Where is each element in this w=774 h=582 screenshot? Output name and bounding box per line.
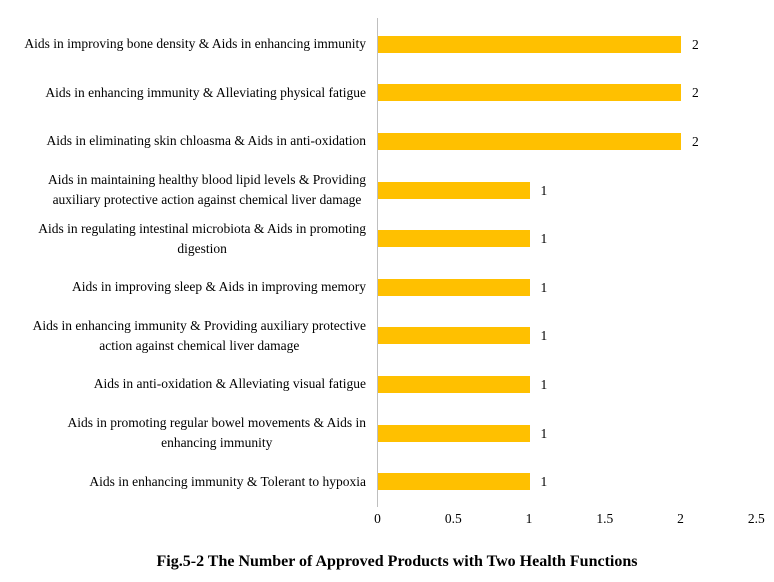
category-label-text: Aids in enhancing immunity & Alleviating… [45, 84, 366, 100]
category-label-text: Aids in enhancing immunity & Tolerant to… [89, 473, 366, 489]
bar [378, 376, 530, 393]
bar [378, 181, 530, 199]
category-label: Aids in enhancing immunity & Providing a… [0, 312, 366, 361]
bar [378, 473, 530, 491]
bar-value-label: 2 [692, 36, 699, 52]
bar [378, 278, 530, 296]
x-tick-label: 1.5 [596, 511, 614, 526]
category-label: Aids in enhancing immunity & Alleviating… [0, 69, 366, 118]
category-label: Aids in improving bone density & Aids in… [0, 20, 366, 69]
bar [378, 230, 530, 248]
x-tick-label: 1 [525, 511, 533, 526]
bar [378, 424, 530, 442]
category-label: Aids in anti-oxidation & Alleviating vis… [0, 360, 366, 409]
bar-value-label: 1 [540, 425, 548, 441]
category-axis-line [377, 18, 378, 507]
category-label-text: Aids in enhancing immunity & Providing a… [32, 317, 366, 353]
x-tick-label: 2 [677, 511, 684, 526]
bar [378, 35, 681, 53]
category-label-text: Aids in promoting regular bowel movement… [67, 415, 366, 451]
category-label: Aids in improving sleep & Aids in improv… [0, 263, 366, 312]
category-label-text: Aids in eliminating skin chloasma & Aids… [46, 133, 366, 149]
category-label: Aids in maintaining healthy blood lipid … [0, 166, 366, 215]
category-label: Aids in promoting regular bowel movement… [0, 409, 366, 458]
figure-caption: Fig.5-2 The Number of Approved Products … [156, 553, 638, 570]
bar-value-label: 1 [540, 377, 548, 392]
bar [378, 327, 530, 345]
bar-value-label: 1 [540, 231, 548, 247]
bar [378, 84, 681, 102]
x-tick-label: 0.5 [444, 511, 462, 526]
category-label: Aids in eliminating skin chloasma & Aids… [0, 117, 366, 166]
bar-value-label: 1 [540, 474, 548, 490]
bar [378, 133, 681, 150]
bar-value-label: 2 [692, 134, 699, 149]
bar-value-label: 1 [540, 182, 548, 198]
bar-value-label: 1 [540, 328, 548, 344]
category-label: Aids in regulating intestinal microbiota… [0, 214, 366, 263]
category-label-text: Aids in regulating intestinal microbiota… [38, 220, 366, 256]
x-tick-label: 0 [374, 511, 381, 526]
bar-value-label: 1 [540, 279, 548, 295]
category-label-text: Aids in improving bone density & Aids in… [24, 36, 366, 52]
bar-value-label: 2 [692, 85, 699, 101]
x-tick-label: 2.5 [747, 511, 765, 526]
category-label-text: Aids in anti-oxidation & Alleviating vis… [93, 376, 366, 392]
category-label-text: Aids in maintaining healthy blood lipid … [48, 172, 366, 208]
category-label: Aids in enhancing immunity & Tolerant to… [0, 457, 366, 506]
category-label-text: Aids in improving sleep & Aids in improv… [72, 279, 366, 295]
